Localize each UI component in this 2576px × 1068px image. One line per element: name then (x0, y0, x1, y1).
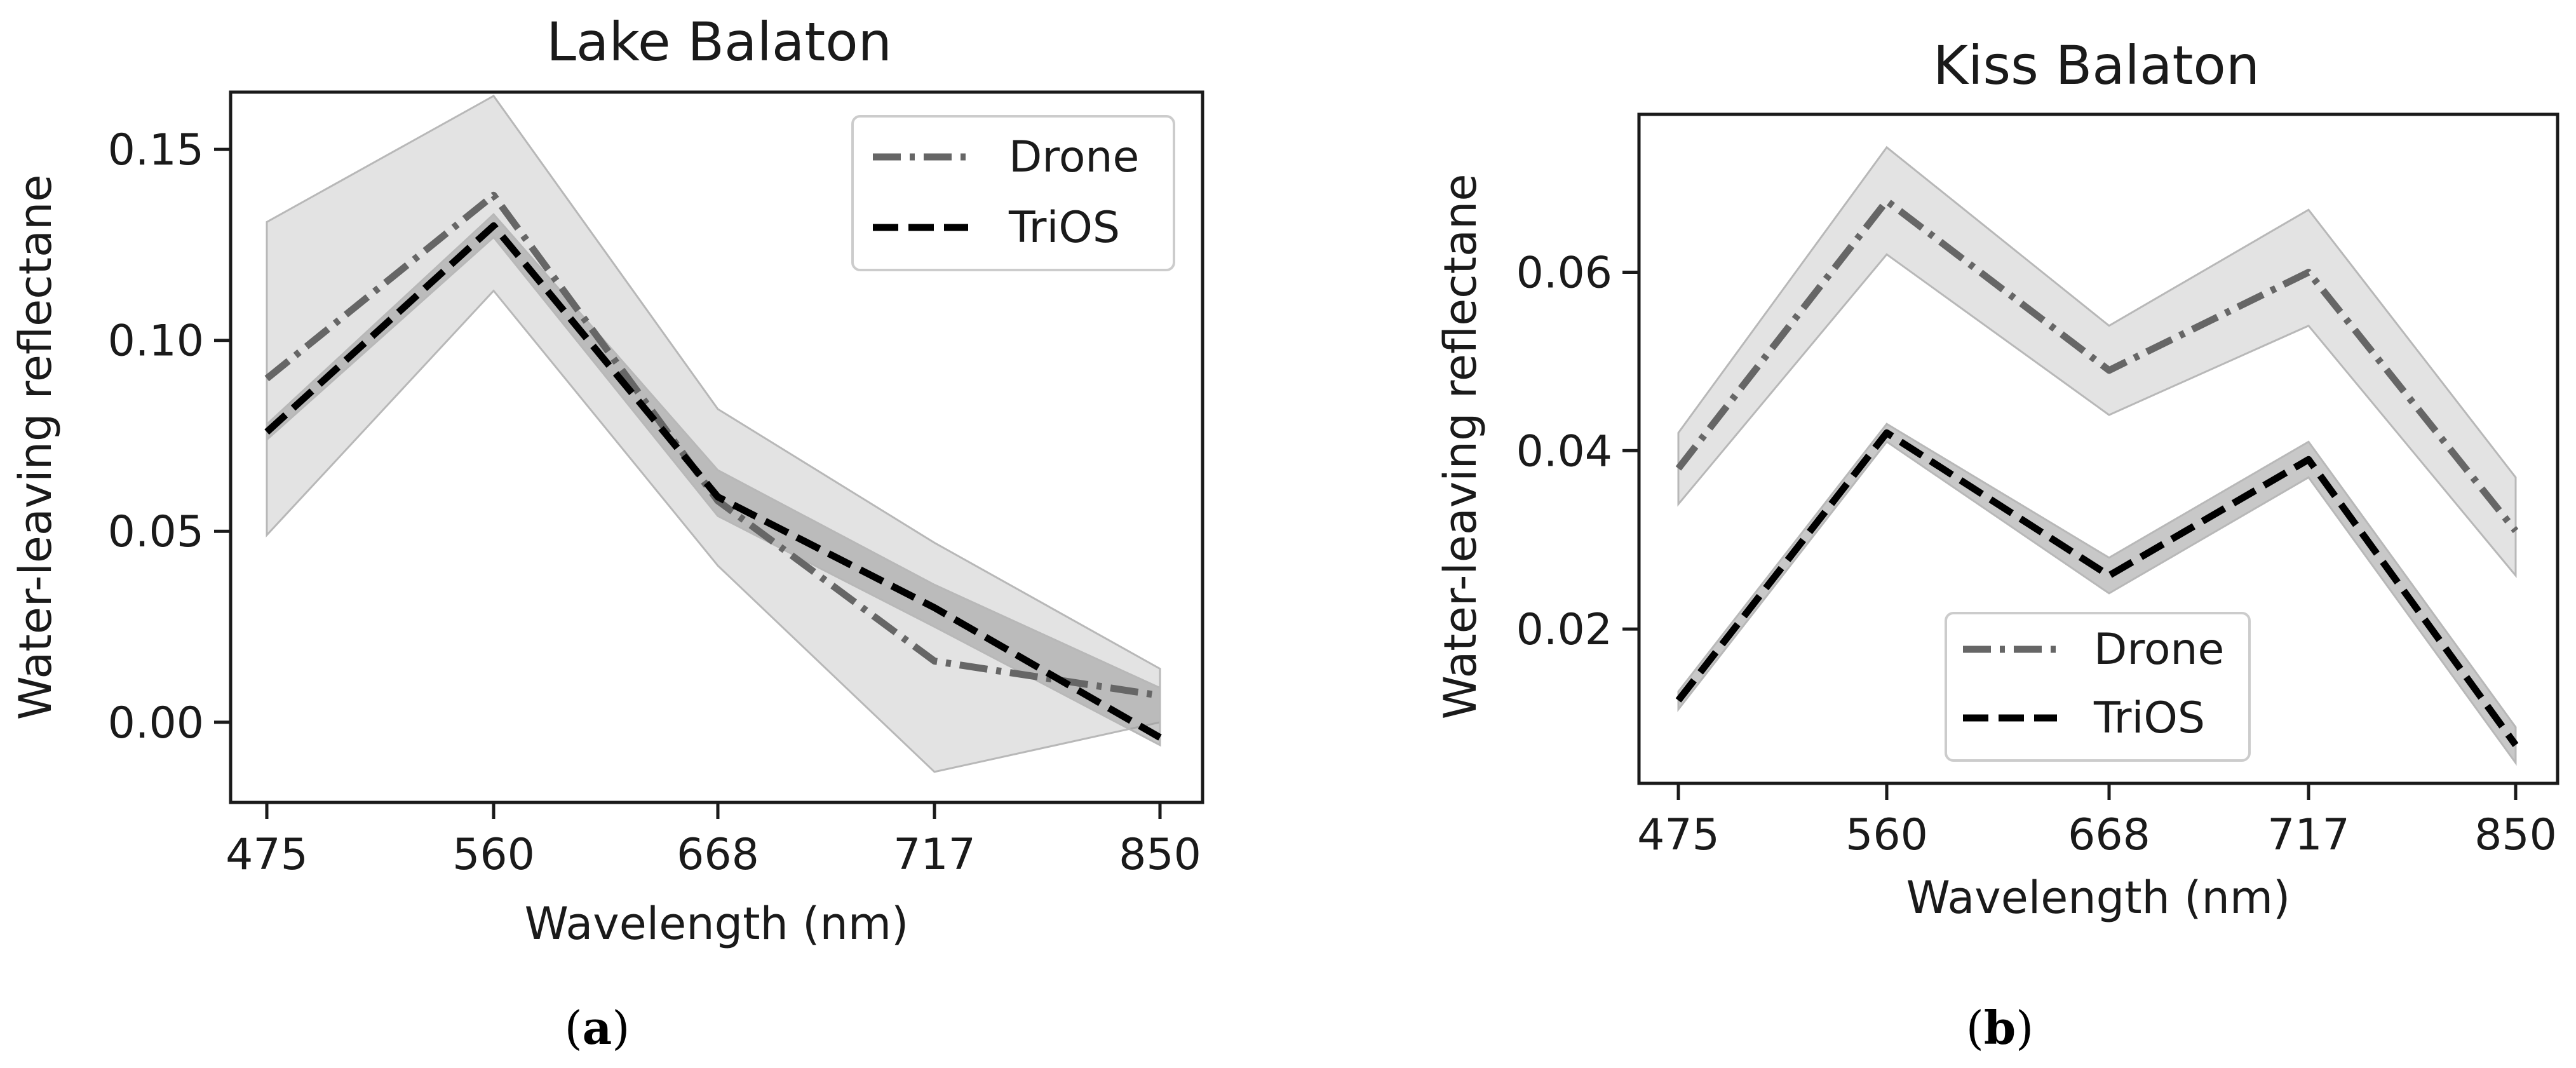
chart-b-xaxis: 475 560 668 717 850 (1637, 783, 2557, 860)
chart-a-xtick-label: 475 (226, 830, 308, 880)
chart-b-legend-drone-label: Drone (2094, 625, 2224, 675)
chart-b-lines (1675, 197, 2519, 747)
chart-a-ytick-label: 0.05 (108, 507, 204, 557)
chart-a-title: Lake Balaton (546, 11, 892, 73)
chart-a-ytick-label: 0.00 (108, 698, 204, 748)
chart-b-ytick-label: 0.02 (1516, 605, 1612, 655)
chart-b-frame (1637, 112, 2559, 785)
chart-b-line-trios (1675, 429, 2519, 747)
chart-a-xtick-label: 668 (677, 830, 759, 880)
chart-panel-a: Lake Balaton 0.00 0.05 0.10 0.15 475 560 668 7… (10, 11, 1204, 1055)
chart-a-legend-trios-label: TriOS (1008, 203, 1120, 253)
chart-b-xtick-label: 668 (2068, 810, 2150, 860)
chart-a-xtick-label: 717 (893, 830, 976, 880)
chart-b-caption: (b) (1966, 1001, 2034, 1055)
chart-b-line-drone (1675, 197, 2519, 534)
chart-b-legend-trios-label: TriOS (2093, 693, 2205, 743)
chart-b-yaxis: 0.02 0.04 0.06 (1516, 248, 1639, 655)
chart-b-band-trios (1677, 422, 2517, 766)
chart-b-bands (1677, 145, 2517, 766)
chart-a-xlabel: Wavelength (nm) (525, 898, 909, 950)
chart-b-title: Kiss Balaton (1933, 34, 2260, 97)
chart-a-line-trios (264, 222, 1162, 741)
chart-panel-b: Kiss Balaton 0.02 0.04 0.06 475 560 668 717 85… (1434, 34, 2559, 1055)
chart-b-xtick-label: 475 (1637, 810, 1720, 860)
chart-b-xtick-label: 717 (2267, 810, 2350, 860)
chart-a-caption: (a) (565, 1001, 630, 1055)
chart-a-xtick-label: 850 (1119, 830, 1201, 880)
chart-b-legend: Drone TriOS (1945, 612, 2251, 762)
chart-a-legend: Drone TriOS (851, 115, 1175, 271)
chart-a-legend-drone-label: Drone (1009, 132, 1139, 182)
chart-a-ylabel: Water-leaving reflectane (10, 175, 62, 720)
chart-b-xtick-label: 850 (2474, 810, 2557, 860)
chart-a-ytick-label: 0.10 (108, 316, 204, 367)
chart-b-ylabel: Water-leaving reflectane (1434, 174, 1487, 720)
chart-b-ytick-label: 0.04 (1516, 426, 1612, 477)
chart-b-xlabel: Wavelength (nm) (1906, 872, 2291, 924)
chart-b-ytick-label: 0.06 (1516, 248, 1612, 299)
chart-a-yaxis: 0.00 0.05 0.10 0.15 (108, 125, 231, 748)
chart-a-xtick-label: 560 (452, 830, 535, 880)
chart-b-xtick-label: 560 (1845, 810, 1928, 860)
chart-a-ytick-label: 0.15 (108, 125, 204, 175)
chart-b-band-drone (1677, 145, 2517, 579)
chart-a-lines (264, 191, 1162, 741)
chart-a-xaxis: 475 560 668 717 850 (226, 802, 1201, 880)
